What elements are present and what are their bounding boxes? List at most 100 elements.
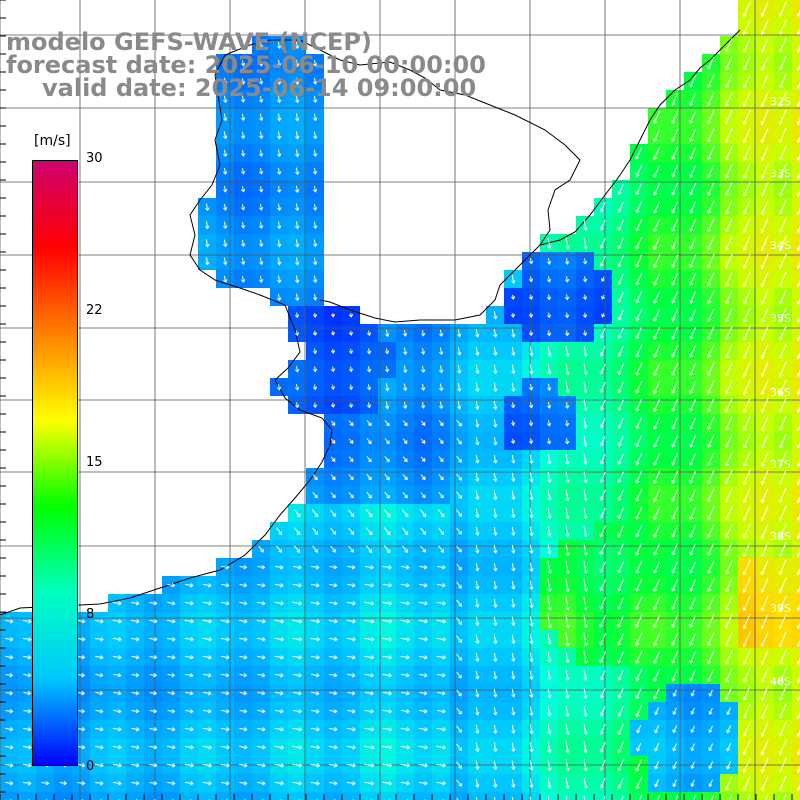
wind-arrow (382, 691, 392, 695)
wind-arrow-head (635, 461, 640, 466)
wind-arrow (707, 146, 715, 160)
wind-arrow-head (28, 619, 32, 624)
wind-arrow (311, 583, 319, 587)
wind-arrow-head (313, 188, 318, 193)
wind-arrow (260, 168, 262, 174)
wind-speed-cell (594, 792, 612, 800)
wind-speed-cell (180, 792, 198, 800)
wind-arrow (364, 763, 374, 767)
wind-arrow (565, 560, 569, 574)
wind-arrow-head (223, 81, 228, 85)
wind-arrow (565, 705, 569, 717)
wind-arrow-head (511, 748, 516, 753)
wind-arrow (565, 453, 569, 465)
wind-arrow (779, 127, 787, 143)
wind-arrow (743, 325, 751, 341)
wind-arrow-head (100, 763, 104, 768)
wind-speed-cell (684, 792, 702, 800)
wind-arrow (529, 652, 533, 662)
wind-arrow (673, 779, 677, 787)
wind-arrow-head (546, 278, 552, 283)
wind-arrow (797, 657, 800, 665)
wind-arrow-head (778, 265, 783, 269)
wind-arrow-head (583, 731, 588, 736)
wind-arrow (475, 598, 479, 608)
wind-arrow (95, 709, 103, 713)
wind-arrow-head (724, 480, 729, 485)
wind-arrow (797, 711, 800, 719)
wind-arrow-head (420, 332, 426, 337)
wind-arrow-head (778, 318, 783, 323)
wind-arrow-head (742, 589, 747, 594)
wind-arrow (618, 399, 624, 411)
wind-arrow-head (742, 769, 747, 773)
wind-arrow-head (117, 709, 122, 714)
wind-arrow (346, 637, 356, 641)
wind-arrow-head (671, 569, 676, 574)
wind-arrow (635, 471, 643, 483)
wind-arrow (292, 709, 302, 713)
wind-arrow-head (388, 637, 393, 642)
wind-arrow (220, 745, 230, 749)
wind-arrow (566, 257, 568, 265)
wind-arrow-head (528, 332, 534, 337)
wind-arrow-head (171, 583, 176, 588)
wind-arrow-head (493, 748, 498, 753)
wind-speed-cell (18, 792, 36, 800)
wind-arrow (725, 271, 733, 287)
wind-arrow-head (280, 583, 284, 588)
wind-arrow (402, 545, 408, 553)
wind-arrow-head (707, 534, 711, 539)
wind-arrow-head (635, 227, 640, 232)
wind-arrow (636, 669, 642, 681)
wind-arrow (295, 221, 299, 229)
wind-arrow-head (653, 425, 658, 430)
wind-arrow-head (778, 174, 783, 179)
wind-arrow (761, 37, 769, 53)
wind-arrow-head (724, 516, 729, 521)
wind-arrow-head (529, 712, 534, 717)
wind-arrow (311, 673, 319, 677)
wind-arrow-head (348, 404, 354, 409)
wind-arrow (725, 434, 733, 448)
wind-arrow (761, 91, 769, 107)
wind-arrow-head (388, 727, 393, 732)
wind-arrow-head (617, 353, 622, 357)
wind-arrow (743, 91, 751, 107)
wind-arrow (257, 727, 265, 731)
wind-arrow (511, 707, 515, 715)
wind-arrow (310, 727, 320, 731)
wind-arrow-head (529, 694, 534, 698)
wind-arrow (23, 674, 31, 676)
wind-arrow (329, 727, 337, 731)
wind-arrow (295, 203, 299, 211)
wind-arrow-head (672, 729, 677, 734)
wind-arrow (743, 469, 751, 485)
wind-arrow (223, 149, 227, 157)
wind-arrow-head (296, 549, 301, 553)
wind-arrow (364, 619, 374, 623)
wind-arrow-head (724, 678, 729, 683)
colorbar-units: [m/s] (34, 133, 71, 149)
wind-arrow (277, 275, 281, 283)
wind-arrow-head (706, 120, 711, 125)
wind-arrow (223, 275, 227, 283)
wind-arrow (493, 652, 497, 662)
wind-arrow-head (403, 351, 408, 356)
wind-arrow-head (189, 673, 194, 678)
wind-arrow-head (458, 458, 462, 463)
wind-arrow-head (653, 498, 658, 502)
wind-arrow-head (671, 281, 676, 286)
wind-arrow-head (316, 727, 320, 732)
wind-arrow-head (635, 642, 640, 646)
wind-arrow-head (796, 103, 800, 108)
wind-arrow (131, 710, 139, 712)
colorbar-tick-22: 22 (86, 303, 103, 318)
wind-arrow (618, 561, 624, 573)
wind-arrow (295, 239, 299, 247)
wind-arrow-head (599, 334, 604, 339)
wind-arrow-head (583, 642, 588, 647)
wind-arrow (383, 545, 391, 553)
